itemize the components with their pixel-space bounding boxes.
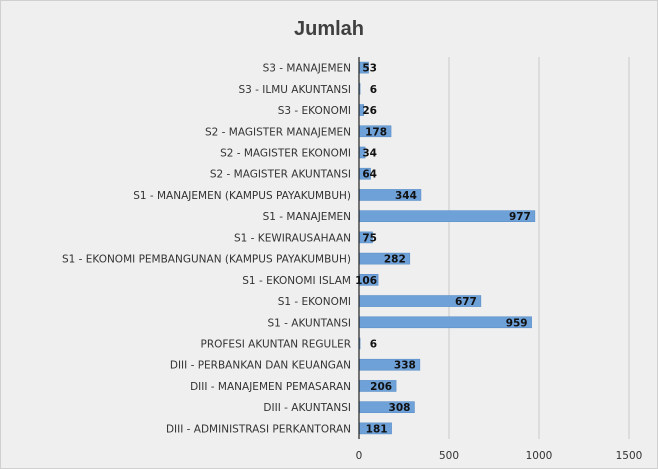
category-label: S3 - EKONOMI [278,105,351,117]
category-label: S3 - MANAJEMEN [263,63,351,75]
category-label: DIII - MANAJEMEN PEMASARAN [190,381,351,393]
category-label: S1 - AKUNTANSI [267,317,351,329]
gridlines [448,57,630,439]
data-label: 677 [455,296,477,308]
category-label: PROFESI AKUNTAN REGULER [201,339,352,351]
data-label: 181 [366,423,388,435]
data-label: 34 [362,148,377,160]
category-label: S1 - MANAJEMEN [263,211,351,223]
x-tick-label: 500 [439,450,459,462]
labels: 0 500 1000 1500 DIII - ADMINISTRASI PERKANTO… [62,63,642,462]
data-label: 282 [384,254,406,266]
data-label: 308 [389,402,411,414]
category-label: S1 - EKONOMI ISLAM [242,275,351,287]
category-label: S1 - EKONOMI PEMBANGUNAN (KAMPUS PAYAKUM… [62,254,351,266]
data-label: 206 [370,381,392,393]
data-label: 977 [509,211,531,223]
category-label: S2 - MAGISTER EKONOMI [220,148,351,160]
category-label: S1 - MANAJEMEN (KAMPUS PAYAKUMBUH) [133,190,351,202]
category-label: DIII - PERBANKAN DAN KEUANGAN [170,360,351,372]
data-label: 106 [355,275,377,287]
category-label: S2 - MAGISTER MANAJEMEN [205,126,351,138]
category-label: DIII - AKUNTANSI [263,402,351,414]
data-label: 178 [365,126,387,138]
data-label: 64 [362,169,377,181]
data-label: 6 [370,339,377,351]
x-tick-label: 0 [356,450,363,462]
data-label: 338 [394,360,416,372]
chart-title: Jumlah [294,18,364,40]
x-tick-label: 1500 [616,450,643,462]
category-label: S1 - EKONOMI [278,296,351,308]
bars [358,61,536,435]
data-label: 26 [362,105,377,117]
data-label: 75 [362,232,377,244]
category-label: S3 - ILMU AKUNTANSI [238,84,351,96]
data-label: 959 [506,317,528,329]
data-label: 53 [362,63,377,75]
category-label: DIII - ADMINISTRASI PERKANTORAN [166,423,351,435]
x-tick-label: 1000 [526,450,553,462]
data-label: 344 [395,190,417,202]
category-label: S2 - MAGISTER AKUNTANSI [210,169,351,181]
category-label: S1 - KEWIRAUSAHAAN [234,232,351,244]
data-label: 6 [370,84,377,96]
